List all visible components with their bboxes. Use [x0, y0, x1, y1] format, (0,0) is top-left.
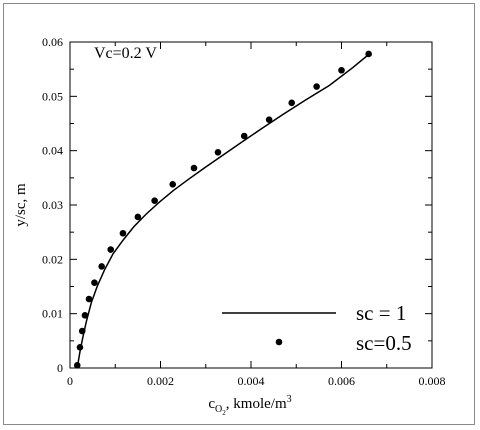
data-point-sc-0-5	[76, 344, 84, 351]
y-tick-label: 0	[57, 361, 63, 375]
data-point-sc-0-5	[151, 197, 158, 204]
legend-label-sc-0-5: sc=0.5	[356, 331, 412, 355]
series	[73, 50, 372, 369]
data-point-sc-0-5	[91, 279, 98, 286]
y-tick-label: 0.05	[42, 89, 63, 103]
x-tick-label: 0.008	[419, 374, 446, 388]
legend-label-sc-1: sc = 1	[356, 301, 406, 325]
data-point-sc-0-5	[73, 361, 81, 369]
y-tick-label: 0.04	[42, 144, 63, 158]
figure-frame	[3, 3, 475, 425]
data-point-sc-0-5	[313, 83, 320, 90]
y-tick-label: 0.03	[42, 198, 63, 212]
y-axis-label: y/sc, m	[13, 183, 29, 227]
legend: sc = 1 sc=0.5	[222, 301, 412, 355]
data-point-sc-0-5	[338, 66, 345, 74]
legend-marker-swatch	[275, 338, 283, 346]
data-point-sc-0-5	[365, 50, 372, 58]
data-point-sc-0-5	[107, 246, 115, 253]
data-point-sc-0-5	[288, 99, 296, 107]
data-point-sc-0-5	[265, 116, 273, 123]
series-line-sc-1	[76, 53, 370, 369]
x-axis-label-c: c	[208, 396, 215, 412]
data-point-sc-0-5	[190, 164, 198, 172]
data-point-sc-0-5	[85, 295, 93, 303]
data-point-sc-0-5	[214, 148, 222, 156]
x-tick-label: 0.002	[147, 374, 174, 388]
data-point-sc-0-5	[240, 132, 248, 140]
x-axis-label: cO2, kmole/m3	[208, 394, 291, 417]
x-axis-label-subsub: 2	[222, 409, 226, 417]
annotation-vc: Vc=0.2 V	[94, 45, 157, 62]
y-tick-label: 0.02	[42, 252, 63, 266]
data-point-sc-0-5	[169, 181, 177, 188]
x-axis-label-sup: 3	[287, 394, 292, 405]
labels: Vc=0.2 V y/sc, m cO2, kmole/m3	[13, 45, 292, 417]
data-point-sc-0-5	[81, 311, 89, 319]
ticks: 0 0.002 0.004 0.006 0.008 0 0.01 0.02 0.03 0.04 0.…	[42, 35, 446, 388]
data-point-sc-0-5	[119, 229, 127, 237]
x-axis-label-sub: O	[215, 404, 222, 415]
x-tick-label: 0.004	[238, 374, 265, 388]
x-axis-label-unit: , kmole/m	[226, 396, 287, 412]
y-tick-label: 0.06	[42, 35, 63, 49]
data-point-sc-0-5	[134, 213, 142, 221]
x-tick-label: 0.006	[328, 374, 355, 388]
y-tick-label: 0.01	[42, 307, 63, 321]
x-tick-label: 0	[67, 374, 73, 388]
data-point-sc-0-5	[98, 263, 105, 270]
data-point-sc-0-5	[78, 327, 86, 335]
